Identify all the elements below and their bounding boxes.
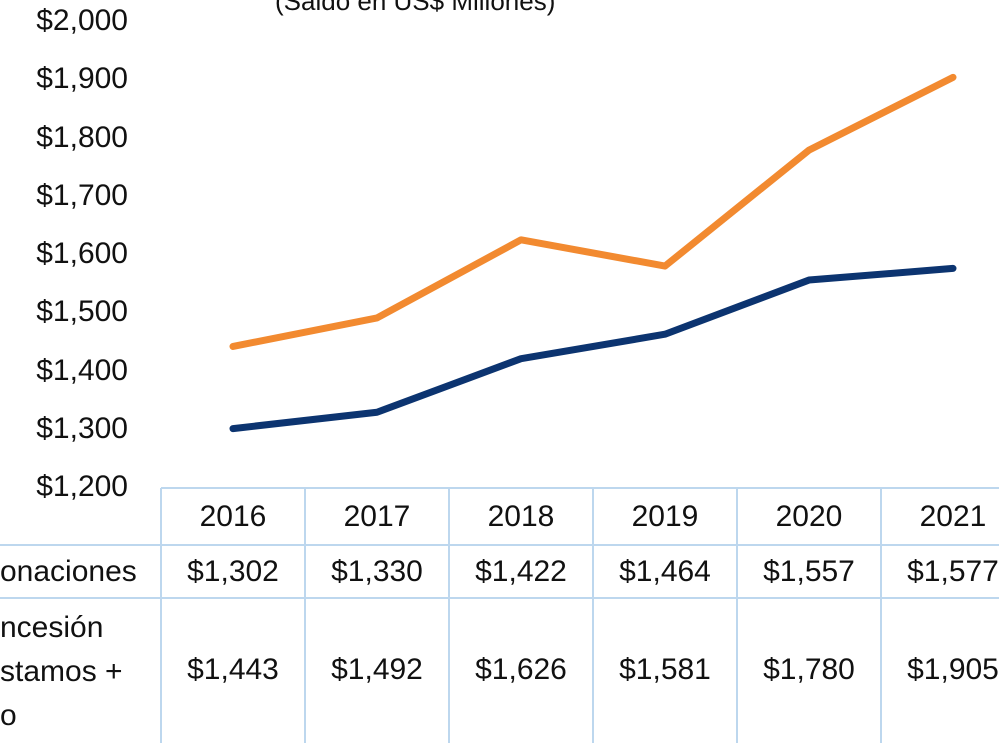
y-tick-label: $1,300	[36, 411, 128, 445]
table-value: $1,422	[475, 555, 567, 588]
y-tick-label: $1,200	[36, 470, 128, 503]
table-value: $1,557	[763, 555, 855, 588]
x-tick-label: 2021	[919, 500, 987, 533]
table-value: $1,302	[187, 555, 279, 588]
x-tick-label: 2019	[631, 500, 699, 533]
x-tick-label: 2020	[775, 500, 843, 533]
series-line	[229, 73, 957, 350]
table-value: $1,443	[187, 653, 279, 686]
table-value: $1,330	[331, 555, 423, 588]
table-value: $1,577	[907, 555, 999, 588]
chart-subtitle: (Saldo en US$ Millones)	[275, 0, 556, 16]
x-tick-label: 2017	[343, 500, 411, 533]
y-tick-label: $1,800	[36, 120, 128, 154]
y-tick-label: $1,600	[36, 237, 128, 270]
row-label: onaciones	[0, 555, 137, 588]
y-tick-label: $1,900	[36, 62, 128, 96]
y-tick-label: $1,400	[36, 353, 128, 387]
table-value: $1,492	[331, 653, 423, 686]
x-tick-label: 2018	[487, 500, 555, 533]
y-tick-label: $2,000	[36, 4, 128, 37]
table-value: $1,581	[619, 653, 711, 686]
table-value: $1,780	[763, 653, 855, 686]
table-value: $1,626	[475, 653, 567, 686]
table-value: $1,905	[907, 653, 999, 686]
table-value: $1,464	[619, 555, 711, 588]
x-tick-label: 2016	[199, 500, 267, 533]
row-label: ncesión stamos + o	[0, 611, 123, 732]
series-line	[229, 264, 957, 433]
y-tick-label: $1,500	[36, 295, 128, 329]
y-tick-label: $1,700	[36, 178, 128, 212]
